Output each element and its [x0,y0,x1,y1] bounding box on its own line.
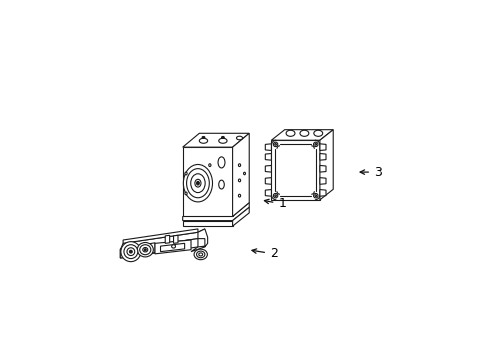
Polygon shape [183,133,249,147]
Ellipse shape [184,192,187,195]
Polygon shape [265,177,271,184]
Polygon shape [232,207,249,226]
Ellipse shape [208,164,210,167]
Ellipse shape [196,251,204,258]
Polygon shape [232,133,249,216]
Polygon shape [265,144,271,150]
Polygon shape [319,153,325,160]
Ellipse shape [221,136,224,138]
Ellipse shape [198,253,202,256]
Polygon shape [265,190,271,196]
Ellipse shape [184,172,187,175]
Ellipse shape [313,142,317,147]
Ellipse shape [196,181,199,185]
Polygon shape [265,166,271,172]
Ellipse shape [236,136,242,140]
Polygon shape [183,147,232,216]
Text: 2: 2 [251,247,277,260]
Polygon shape [265,153,271,160]
Ellipse shape [218,138,226,143]
Ellipse shape [274,195,276,197]
Ellipse shape [238,164,240,167]
Polygon shape [173,235,178,243]
Ellipse shape [273,142,277,147]
Polygon shape [120,229,204,250]
Ellipse shape [243,172,245,175]
Polygon shape [183,221,232,226]
Ellipse shape [313,130,322,136]
Polygon shape [120,243,155,258]
Polygon shape [319,144,325,150]
Ellipse shape [142,247,147,252]
Ellipse shape [299,130,308,136]
Ellipse shape [140,245,150,255]
Ellipse shape [238,194,240,197]
Polygon shape [271,140,319,200]
Ellipse shape [285,130,294,136]
Ellipse shape [314,195,316,197]
Ellipse shape [137,243,153,257]
Ellipse shape [313,193,317,198]
Polygon shape [191,229,207,252]
Ellipse shape [202,136,204,138]
Ellipse shape [194,249,207,260]
Ellipse shape [199,138,207,143]
Ellipse shape [144,249,146,251]
Ellipse shape [123,245,138,258]
Ellipse shape [129,250,132,253]
Text: 1: 1 [264,198,285,211]
Ellipse shape [121,242,141,262]
Ellipse shape [274,144,276,145]
Polygon shape [319,190,325,196]
Polygon shape [319,166,325,172]
Polygon shape [183,203,249,221]
Ellipse shape [314,144,316,145]
Ellipse shape [127,248,135,256]
Ellipse shape [186,168,209,198]
Polygon shape [123,229,198,243]
Polygon shape [271,130,332,140]
Polygon shape [319,130,332,200]
Text: 3: 3 [359,166,381,179]
Polygon shape [155,240,191,254]
Ellipse shape [183,165,212,202]
Ellipse shape [190,174,205,193]
Polygon shape [319,177,325,184]
Polygon shape [165,235,169,243]
Ellipse shape [218,180,224,189]
Polygon shape [120,239,198,258]
Ellipse shape [218,157,224,168]
Ellipse shape [171,245,175,248]
Ellipse shape [195,179,201,187]
Ellipse shape [238,179,240,182]
Polygon shape [160,243,184,252]
Ellipse shape [273,193,277,198]
